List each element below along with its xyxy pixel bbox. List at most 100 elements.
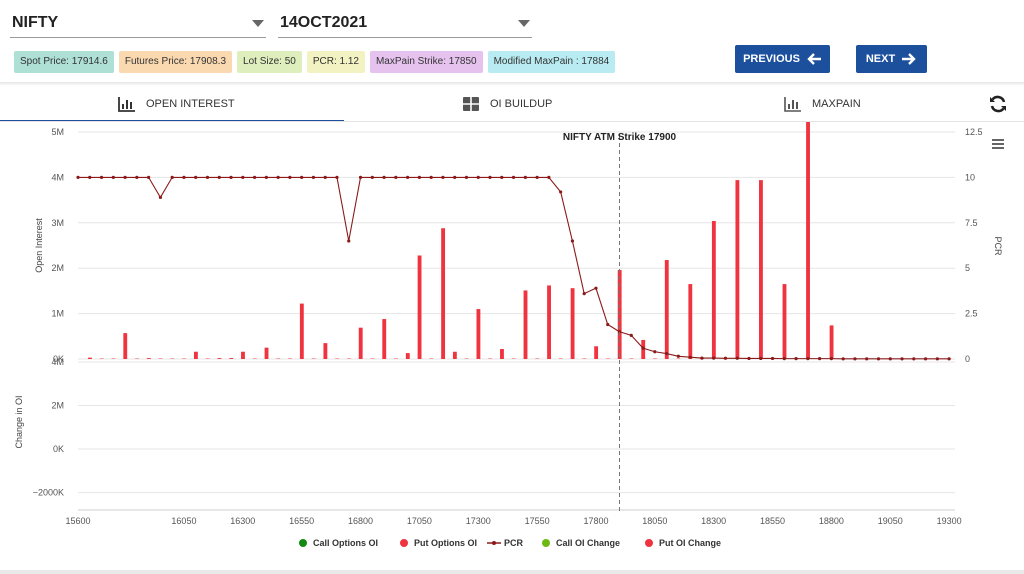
pcr-point — [511, 175, 516, 179]
pcr-point — [653, 350, 657, 354]
arrow-right-icon — [902, 53, 916, 65]
y-right-tick-label: 10 — [965, 172, 975, 182]
pcr-point — [629, 333, 633, 337]
previous-button[interactable]: PREVIOUS — [735, 45, 830, 73]
pcr-point — [300, 175, 304, 179]
put-oi-bar — [452, 351, 457, 359]
pcr-point — [358, 175, 363, 179]
put-oi-bar — [417, 255, 422, 359]
pcr-point — [323, 175, 327, 179]
pcr-point — [311, 175, 316, 179]
pcr-point — [111, 175, 115, 179]
put-oi-bar — [229, 358, 234, 359]
pcr-point — [535, 175, 539, 179]
symbol-select[interactable]: NIFTY — [10, 8, 266, 38]
expiry-select-value: 14OCT2021 — [280, 14, 368, 31]
x-tick-label: 18800 — [819, 516, 844, 526]
pcr-point — [441, 175, 445, 179]
y-right-tick-label: 2.5 — [965, 309, 978, 319]
y-tick-label: 4M — [51, 357, 64, 367]
legend-label: Put Options OI — [414, 538, 477, 548]
x-tick-label: 18050 — [642, 516, 667, 526]
pcr-point — [252, 175, 257, 179]
tab-maxpain[interactable]: MAXPAIN — [784, 86, 861, 122]
pcr-point — [617, 330, 622, 334]
y-right-tick-label: 12.5 — [965, 127, 983, 137]
symbol-select-value: NIFTY — [12, 14, 59, 31]
pcr-point — [853, 357, 857, 361]
y-axis-title-bottom: Change in OI — [14, 395, 24, 448]
put-oi-bar — [323, 343, 328, 359]
pcr-point — [594, 286, 598, 290]
put-oi-bar — [299, 303, 304, 359]
legend-marker — [299, 539, 307, 547]
lot-size-badge: Lot Size: 50 — [237, 51, 302, 73]
pcr-point — [547, 175, 551, 179]
hamburger-menu-icon[interactable] — [992, 139, 1004, 149]
pcr-point — [723, 356, 728, 360]
pcr-point — [947, 357, 951, 361]
top-toolbar: NIFTY 14OCT2021 Spot Price: 17914.6 Futu… — [0, 0, 1024, 84]
tab-open-interest-label: OPEN INTEREST — [146, 98, 235, 110]
legend-marker — [492, 541, 496, 545]
put-oi-bar — [688, 284, 693, 359]
put-oi-bar — [193, 351, 198, 359]
pcr-point — [182, 175, 186, 179]
pcr-point — [900, 357, 904, 361]
arrow-left-icon — [807, 53, 821, 65]
tab-divider — [0, 121, 1024, 122]
pcr-point — [123, 175, 127, 179]
pcr-point — [606, 322, 610, 327]
x-tick-label: 17550 — [525, 516, 550, 526]
x-tick-label: 19050 — [878, 516, 903, 526]
put-oi-bar — [547, 285, 551, 359]
y-right-tick-label: 5 — [965, 263, 970, 273]
expiry-select[interactable]: 14OCT2021 — [278, 8, 532, 38]
put-oi-bar — [711, 220, 716, 359]
chevron-down-icon — [518, 20, 530, 27]
legend-marker — [645, 539, 653, 547]
pcr-point — [829, 357, 833, 361]
pcr-point — [747, 356, 751, 361]
pcr-point — [664, 351, 669, 356]
legend-label: Put OI Change — [659, 538, 721, 548]
pcr-point — [429, 175, 433, 179]
y-tick-label: 2M — [51, 263, 64, 273]
pcr-point — [382, 175, 386, 179]
chevron-down-icon — [252, 20, 264, 27]
put-oi-bar — [594, 346, 599, 359]
pcr-point — [488, 175, 492, 179]
tab-oi-buildup[interactable]: OI BUILDUP — [462, 86, 552, 122]
previous-button-label: PREVIOUS — [743, 53, 800, 65]
pcr-point — [464, 175, 469, 179]
pcr-point — [476, 175, 480, 179]
pcr-point — [782, 357, 786, 361]
legend-marker — [400, 539, 408, 547]
x-tick-label: 16550 — [289, 516, 314, 526]
next-button[interactable]: NEXT — [856, 45, 927, 73]
chart-tabs: OPEN INTEREST OI BUILDUP MAXPAIN — [0, 86, 1024, 122]
pcr-point — [135, 175, 139, 179]
put-oi-bar — [88, 357, 92, 359]
pcr-point — [370, 175, 374, 179]
x-tick-label: 19300 — [937, 516, 962, 526]
x-tick-label: 15600 — [65, 516, 90, 526]
atm-annotation: NIFTY ATM Strike 17900 — [563, 132, 677, 143]
chart-legend: Call Options OI Put Options OI PCR Call OI … — [299, 538, 721, 548]
pcr-point — [735, 356, 739, 360]
pcr-point — [170, 175, 174, 179]
y-tick-label: 5M — [51, 127, 64, 137]
y-tick-label: 4M — [51, 172, 64, 182]
put-oi-bar — [782, 284, 787, 359]
y-tick-label: 0K — [53, 444, 64, 454]
pcr-badge: PCR: 1.12 — [306, 51, 365, 73]
tab-open-interest[interactable]: OPEN INTEREST — [118, 86, 235, 122]
pcr-point — [712, 356, 716, 360]
put-oi-bar — [441, 228, 446, 359]
pcr-point — [818, 357, 822, 361]
pcr-point — [865, 357, 869, 361]
modified-maxpain-badge: Modified MaxPain : 17884 — [487, 51, 616, 73]
legend-marker — [542, 539, 550, 547]
refresh-icon[interactable] — [988, 94, 1008, 114]
pcr-point — [264, 175, 268, 179]
